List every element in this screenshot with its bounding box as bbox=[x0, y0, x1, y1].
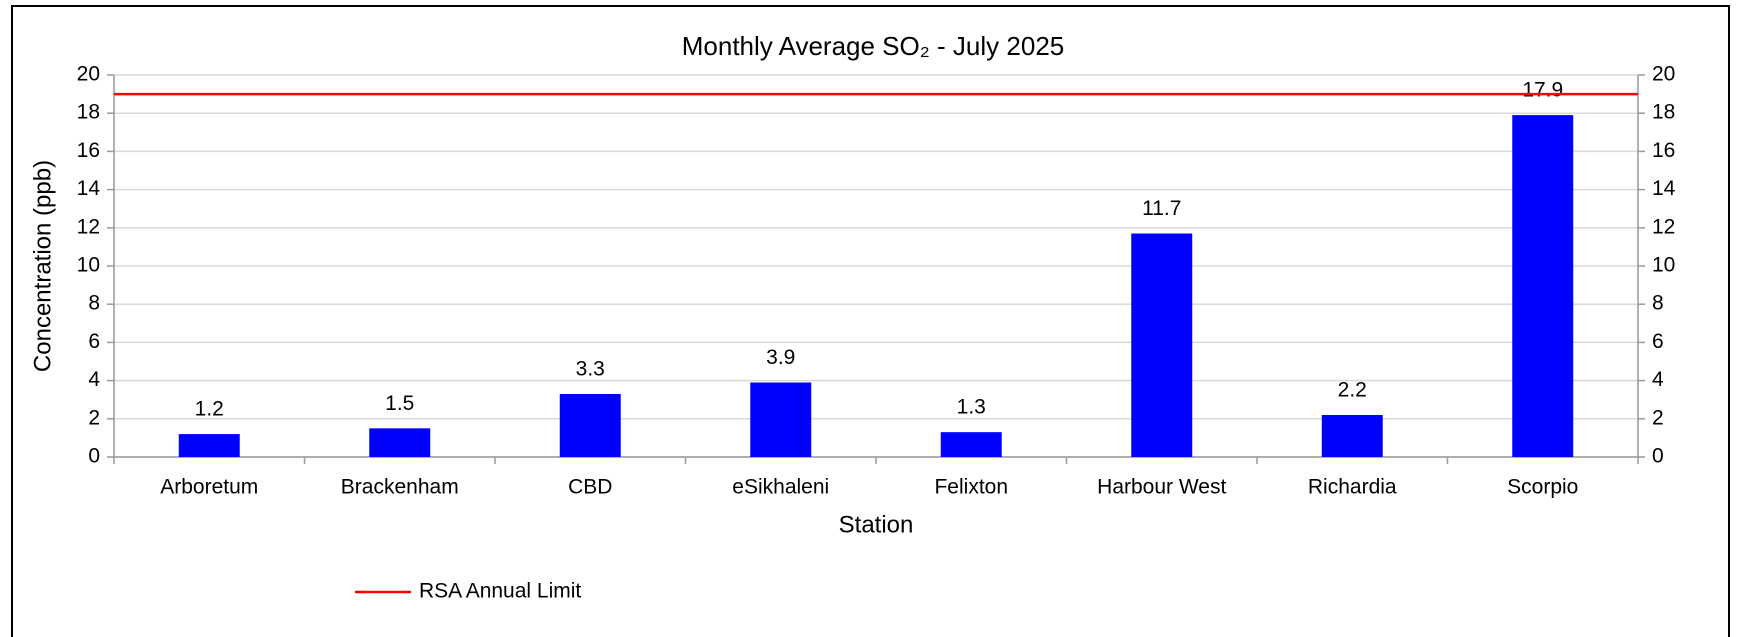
y2-tick-label: 4 bbox=[1652, 368, 1664, 391]
y2-tick-label: 12 bbox=[1652, 215, 1675, 238]
x-tick-label: Harbour West bbox=[1097, 476, 1226, 499]
y2-tick-label: 16 bbox=[1652, 139, 1675, 162]
data-label: 1.5 bbox=[385, 392, 414, 415]
bar bbox=[1321, 414, 1383, 457]
bar bbox=[1512, 115, 1574, 458]
y-tick-label: 12 bbox=[77, 215, 100, 238]
y-tick-label: 10 bbox=[77, 254, 100, 277]
y2-tick-label: 20 bbox=[1652, 63, 1675, 86]
y2-tick-label: 0 bbox=[1652, 445, 1664, 468]
x-tick-label: CBD bbox=[568, 476, 612, 499]
x-tick-label: Arboretum bbox=[160, 476, 258, 499]
data-label: 2.2 bbox=[1338, 379, 1367, 402]
y-tick-label: 20 bbox=[77, 63, 100, 86]
data-label: 3.3 bbox=[576, 358, 605, 381]
y2-tick-label: 6 bbox=[1652, 330, 1664, 353]
x-tick-label: Scorpio bbox=[1507, 476, 1578, 499]
bar bbox=[940, 432, 1002, 457]
y-tick-label: 8 bbox=[88, 292, 100, 315]
y2-tick-label: 8 bbox=[1652, 292, 1664, 315]
y-tick-label: 6 bbox=[88, 330, 100, 353]
data-label: 3.9 bbox=[766, 346, 795, 369]
x-tick-label: Brackenham bbox=[341, 476, 459, 499]
x-axis-label: Station bbox=[839, 511, 914, 538]
y-axis-label: Concentration (ppb) bbox=[29, 160, 56, 372]
y-tick-label: 18 bbox=[77, 101, 100, 124]
chart-frame bbox=[11, 5, 1730, 637]
bar bbox=[750, 382, 812, 457]
x-tick-label: Richardia bbox=[1308, 476, 1397, 499]
x-tick-label: eSikhaleni bbox=[732, 476, 829, 499]
x-tick-label: Felixton bbox=[934, 476, 1008, 499]
data-label: 1.2 bbox=[195, 398, 224, 421]
data-label: 1.3 bbox=[957, 396, 986, 419]
chart-title: Monthly Average SO₂ - July 2025 bbox=[682, 31, 1064, 61]
y2-tick-label: 10 bbox=[1652, 254, 1675, 277]
y-tick-label: 14 bbox=[77, 177, 101, 200]
y2-tick-label: 2 bbox=[1652, 406, 1664, 429]
data-label: 11.7 bbox=[1142, 197, 1181, 220]
y-tick-label: 16 bbox=[77, 139, 100, 162]
y-tick-label: 4 bbox=[88, 368, 100, 391]
bar bbox=[369, 428, 431, 457]
bar bbox=[1131, 233, 1193, 457]
y2-tick-label: 14 bbox=[1652, 177, 1676, 200]
y-tick-label: 0 bbox=[88, 445, 100, 468]
legend-label: RSA Annual Limit bbox=[419, 580, 581, 603]
data-label: 17.9 bbox=[1522, 79, 1563, 102]
y-tick-label: 2 bbox=[88, 406, 100, 429]
bar bbox=[559, 393, 621, 457]
bar bbox=[178, 434, 240, 457]
y2-tick-label: 18 bbox=[1652, 101, 1675, 124]
